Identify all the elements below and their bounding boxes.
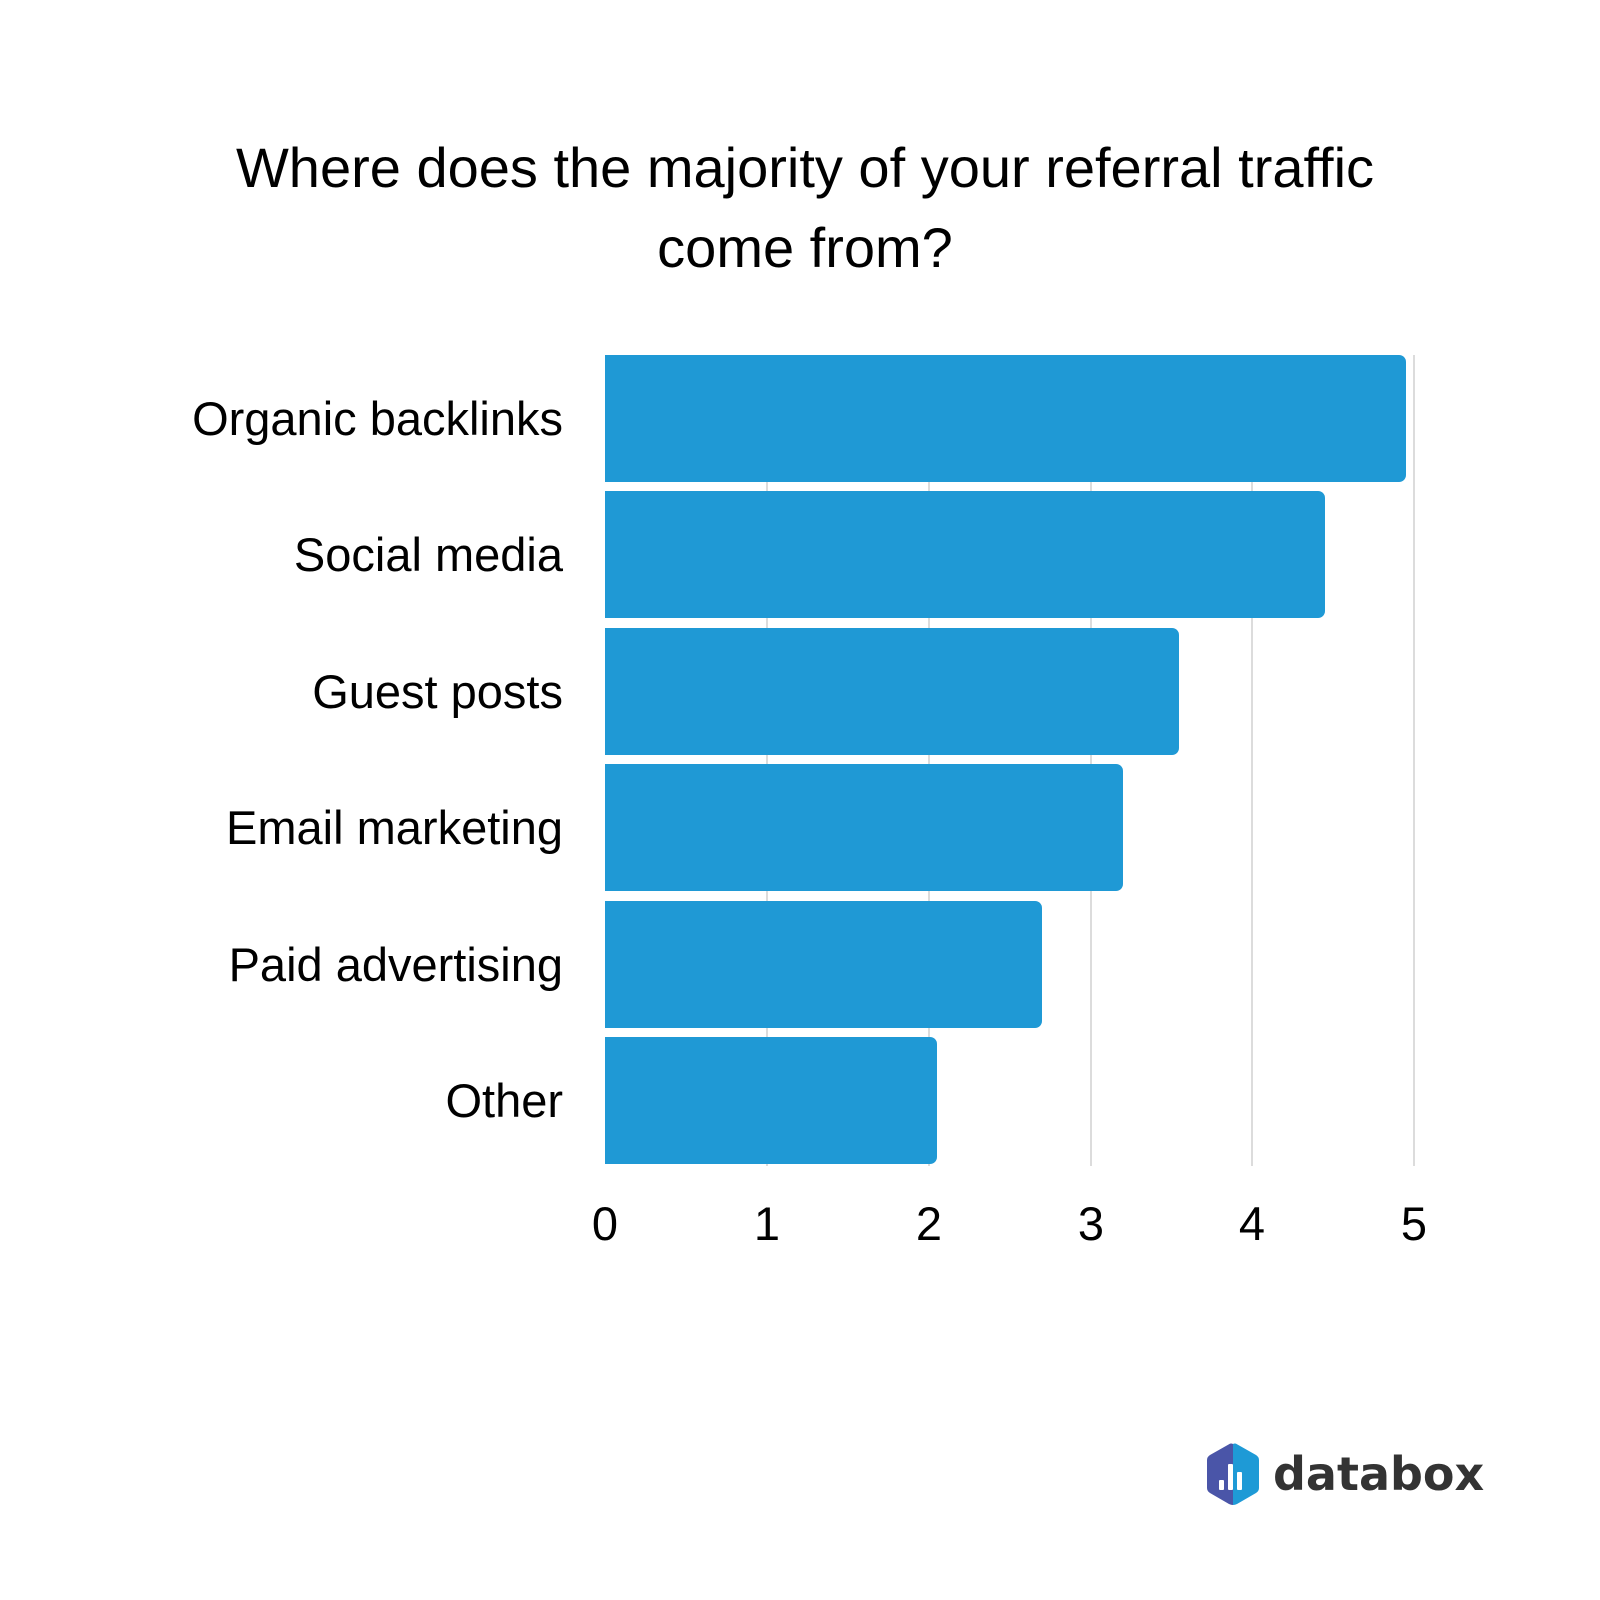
chart-title-line-2: come from? xyxy=(657,216,953,279)
bar-organic-backlinks xyxy=(605,355,1406,482)
y-label: Organic backlinks xyxy=(192,392,563,445)
bar-other xyxy=(605,1037,937,1164)
y-label: Guest posts xyxy=(312,665,563,718)
chart-title: Where does the majority of your referral… xyxy=(0,128,1600,288)
bar-paid-advertising xyxy=(605,901,1042,1028)
plot-area xyxy=(605,355,1415,1166)
bar-email-marketing xyxy=(605,764,1123,891)
x-tick: 3 xyxy=(1077,1197,1105,1250)
x-tick: 4 xyxy=(1238,1197,1266,1250)
databox-wordmark: databox xyxy=(1273,1447,1485,1501)
x-tick: 5 xyxy=(1400,1197,1428,1250)
databox-logo: databox xyxy=(1205,1442,1484,1506)
gridline xyxy=(1090,355,1092,1166)
x-tick: 2 xyxy=(915,1197,943,1250)
bar-guest-posts xyxy=(605,628,1180,755)
chart-title-line-1: Where does the majority of your referral… xyxy=(235,136,1375,199)
gridline xyxy=(1251,355,1253,1166)
x-tick: 1 xyxy=(753,1197,781,1250)
databox-hexagon-icon xyxy=(1207,1443,1259,1505)
y-label: Other xyxy=(445,1074,563,1127)
gridline xyxy=(766,355,768,1166)
y-label: Email marketing xyxy=(226,801,563,854)
x-tick: 0 xyxy=(591,1197,619,1250)
bar-social-media xyxy=(605,491,1325,618)
gridline xyxy=(1413,355,1415,1166)
y-label: Social media xyxy=(293,528,563,581)
gridline xyxy=(928,355,930,1166)
y-label: Paid advertising xyxy=(228,938,563,991)
